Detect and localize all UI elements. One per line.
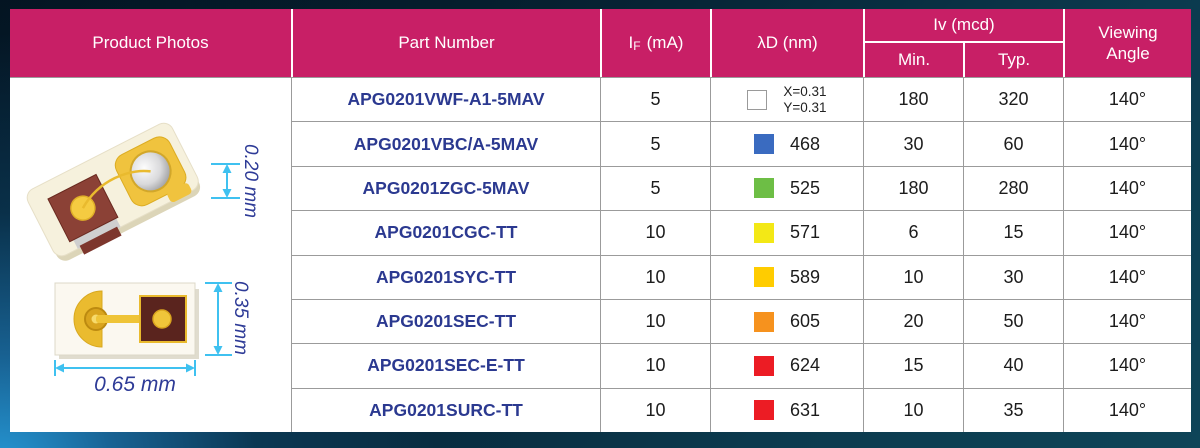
- part-number-cell: APG0201SEC-E-TT: [291, 343, 600, 388]
- part-number-cell: APG0201SEC-TT: [291, 298, 600, 344]
- iv-typ-cell: 60: [963, 121, 1063, 166]
- iv-min-cell: 10: [863, 254, 963, 299]
- forward-current-cell: 5: [600, 165, 710, 211]
- iv-min-cell: 180: [863, 77, 963, 122]
- iv-typ-cell: 30: [963, 254, 1063, 299]
- iv-min-cell: 15: [863, 343, 963, 388]
- header-part-number: Part Number: [291, 9, 600, 77]
- header-iv-min: Min.: [897, 50, 931, 69]
- wavelength-cell: 589: [710, 254, 863, 299]
- forward-current-cell: 10: [600, 343, 710, 388]
- viewing-angle-cell: 140°: [1063, 387, 1191, 432]
- bond-wire: [81, 169, 151, 209]
- iv-min-cell: 6: [863, 210, 963, 255]
- spec-table: Product Photos Part Number I F (mA) λD (nm…: [10, 9, 1191, 432]
- header-viewing-angle: Viewing Angle: [1063, 9, 1191, 77]
- part-number-cell: APG0201VWF-A1-5MAV: [291, 77, 600, 122]
- part-number-cell: APG0201SURC-TT: [291, 387, 600, 432]
- forward-current-cell: 5: [600, 121, 710, 166]
- if-symbol: I: [628, 33, 634, 53]
- color-swatch: [753, 311, 774, 332]
- forward-current-cell: 10: [600, 254, 710, 299]
- viewing-angle-cell: 140°: [1063, 165, 1191, 211]
- forward-current-cell: 10: [600, 298, 710, 344]
- wavelength-cell: 525: [710, 165, 863, 211]
- wavelength-cell: 605: [710, 298, 863, 344]
- if-subscript: F: [633, 38, 641, 53]
- wavelength-cell: X=0.31 Y=0.31: [710, 77, 863, 122]
- iv-typ-cell: 15: [963, 210, 1063, 255]
- viewing-angle-cell: 140°: [1063, 210, 1191, 255]
- led-body-3d: [26, 122, 201, 261]
- part-number-cell: APG0201SYC-TT: [291, 254, 600, 299]
- wavelength-cell: 468: [710, 121, 863, 166]
- header-iv-typ: Typ.: [963, 43, 1063, 77]
- viewing-angle-cell: 140°: [1063, 121, 1191, 166]
- iv-min-cell: 30: [863, 121, 963, 166]
- dim-height-label: 0.35 mm: [230, 281, 251, 355]
- iv-min-cell: 10: [863, 387, 963, 432]
- wavelength-cell: 624: [710, 343, 863, 388]
- part-number-cell: APG0201CGC-TT: [291, 210, 600, 255]
- height-dimension-arrow: [205, 282, 232, 356]
- iv-typ-cell: 50: [963, 298, 1063, 344]
- wavelength-cell: 631: [710, 387, 863, 432]
- viewing-angle-cell: 140°: [1063, 254, 1191, 299]
- forward-current-cell: 10: [600, 387, 710, 432]
- color-swatch: [753, 400, 774, 421]
- led-photo-top-view: [54, 282, 232, 376]
- color-swatch: [753, 222, 774, 243]
- header-iv: Iv (mcd): [865, 9, 1063, 43]
- forward-current-cell: 10: [600, 210, 710, 255]
- viewing-angle-cell: 140°: [1063, 77, 1191, 122]
- part-number-cell: APG0201VBC/A-5MAV: [291, 121, 600, 166]
- if-unit: (mA): [646, 33, 684, 53]
- dim-width-label: 0.65 mm: [94, 373, 176, 396]
- led-photo-perspective: [26, 122, 240, 261]
- product-photos-cell: 0.20 mm: [10, 77, 291, 432]
- iv-typ-cell: 40: [963, 343, 1063, 388]
- header-wavelength: λD (nm): [710, 9, 863, 77]
- chromaticity-coords: X=0.31 Y=0.31: [783, 84, 827, 115]
- iv-typ-cell: 280: [963, 165, 1063, 211]
- viewing-angle-cell: 140°: [1063, 298, 1191, 344]
- dim-thickness-label: 0.20 mm: [240, 144, 261, 218]
- color-swatch: [753, 178, 774, 199]
- wavelength-cell: 571: [710, 210, 863, 255]
- header-forward-current: I F (mA): [600, 9, 710, 77]
- iv-typ-cell: 320: [963, 77, 1063, 122]
- part-number-cell: APG0201ZGC-5MAV: [291, 165, 600, 211]
- viewing-angle-cell: 140°: [1063, 343, 1191, 388]
- iv-min-cell: 180: [863, 165, 963, 211]
- iv-typ-cell: 35: [963, 387, 1063, 432]
- color-swatch: [753, 355, 774, 376]
- color-swatch: [753, 134, 774, 155]
- forward-current-cell: 5: [600, 77, 710, 122]
- color-swatch: [753, 267, 774, 288]
- header-luminous-intensity-group: Iv (mcd) Min. Typ.: [863, 9, 1063, 77]
- header-product-photos: Product Photos: [10, 9, 291, 77]
- color-swatch: [747, 89, 768, 110]
- iv-min-cell: 20: [863, 298, 963, 344]
